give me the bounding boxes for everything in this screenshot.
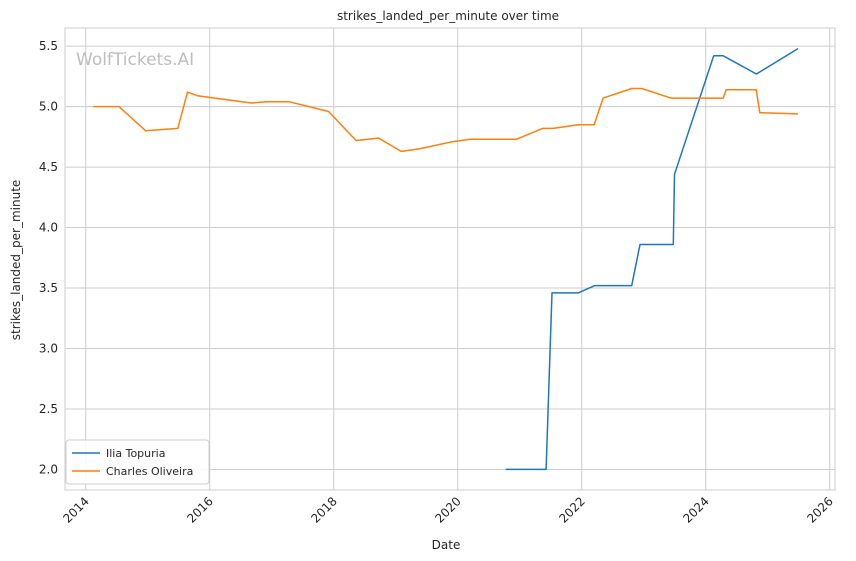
series-line-charles-oliveira	[93, 87, 799, 153]
y-tick-label: 3.5	[39, 281, 58, 295]
y-axis-label: strikes_landed_per_minute	[9, 180, 23, 341]
x-tick-label: 2022	[556, 494, 587, 525]
series-line-ilia-topuria	[505, 47, 799, 471]
y-tick-label: 2.0	[39, 462, 58, 476]
y-tick-label: 5.5	[39, 39, 58, 53]
y-tick-label: 4.0	[39, 221, 58, 235]
x-tick-label: 2018	[308, 494, 339, 525]
watermark-text: WolfTickets.AI	[76, 50, 194, 70]
y-tick-label: 5.0	[39, 100, 58, 114]
y-tick-label: 4.5	[39, 160, 58, 174]
y-tick-labels: 2.0 2.5 3.0 3.5 4.0 4.5 5.0 5.5	[39, 39, 58, 476]
x-axis-label: Date	[432, 538, 461, 552]
legend-label-ilia-topuria: Ilia Topuria	[106, 447, 165, 460]
legend-box	[65, 439, 210, 485]
x-tick-label: 2024	[680, 494, 711, 525]
y-gridlines	[65, 45, 835, 470]
plot-area	[64, 27, 836, 491]
x-tick-label: 2020	[432, 494, 463, 525]
x-tick-labels: 2014 2016 2018 2020 2022 2024 2026	[60, 494, 836, 525]
legend: Ilia Topuria Charles Oliveira	[65, 439, 210, 485]
x-tick-label: 2014	[60, 494, 91, 525]
legend-label-charles-oliveira: Charles Oliveira	[106, 465, 193, 478]
chart-title: strikes_landed_per_minute over time	[337, 9, 559, 23]
y-tick-label: 2.5	[39, 402, 58, 416]
x-tick-label: 2026	[804, 494, 835, 525]
series-lines	[93, 47, 799, 471]
x-gridlines	[85, 28, 831, 490]
y-tick-label: 3.0	[39, 341, 58, 355]
x-tick-label: 2016	[184, 494, 215, 525]
